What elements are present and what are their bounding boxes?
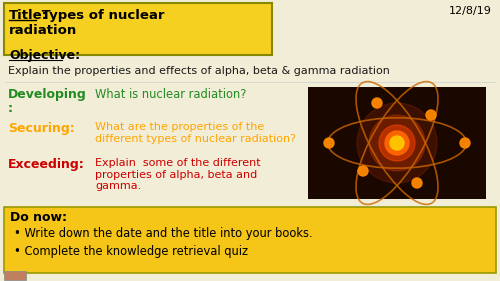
FancyBboxPatch shape bbox=[4, 3, 272, 55]
Circle shape bbox=[372, 98, 382, 108]
Circle shape bbox=[379, 125, 415, 161]
Text: 12/8/19: 12/8/19 bbox=[449, 6, 492, 16]
Text: Title:: Title: bbox=[9, 9, 48, 22]
Circle shape bbox=[460, 138, 470, 148]
Text: Objective:: Objective: bbox=[9, 49, 80, 62]
FancyBboxPatch shape bbox=[4, 271, 26, 280]
Circle shape bbox=[390, 136, 404, 150]
FancyBboxPatch shape bbox=[4, 207, 496, 273]
Circle shape bbox=[369, 115, 425, 171]
Circle shape bbox=[324, 138, 334, 148]
Text: • Write down the date and the title into your books.: • Write down the date and the title into… bbox=[14, 227, 312, 240]
Circle shape bbox=[358, 166, 368, 176]
Text: Securing:: Securing: bbox=[8, 122, 75, 135]
Circle shape bbox=[426, 110, 436, 120]
Circle shape bbox=[357, 103, 437, 183]
Text: Types of nuclear: Types of nuclear bbox=[37, 9, 164, 22]
Circle shape bbox=[385, 131, 409, 155]
Text: Exceeding:: Exceeding: bbox=[8, 158, 85, 171]
Text: radiation: radiation bbox=[9, 24, 77, 37]
Text: • Complete the knowledge retrieval quiz: • Complete the knowledge retrieval quiz bbox=[14, 245, 248, 258]
Circle shape bbox=[412, 178, 422, 188]
Text: :: : bbox=[8, 102, 13, 115]
Text: Developing: Developing bbox=[8, 88, 87, 101]
Text: What are the properties of the
different types of nuclear radiation?: What are the properties of the different… bbox=[95, 122, 296, 144]
Text: What is nuclear radiation?: What is nuclear radiation? bbox=[95, 88, 246, 101]
Text: Explain  some of the different
properties of alpha, beta and
gamma.: Explain some of the different properties… bbox=[95, 158, 260, 191]
Text: Explain the properties and effects of alpha, beta & gamma radiation: Explain the properties and effects of al… bbox=[8, 66, 390, 76]
FancyBboxPatch shape bbox=[308, 87, 486, 199]
Text: Do now:: Do now: bbox=[10, 211, 67, 224]
